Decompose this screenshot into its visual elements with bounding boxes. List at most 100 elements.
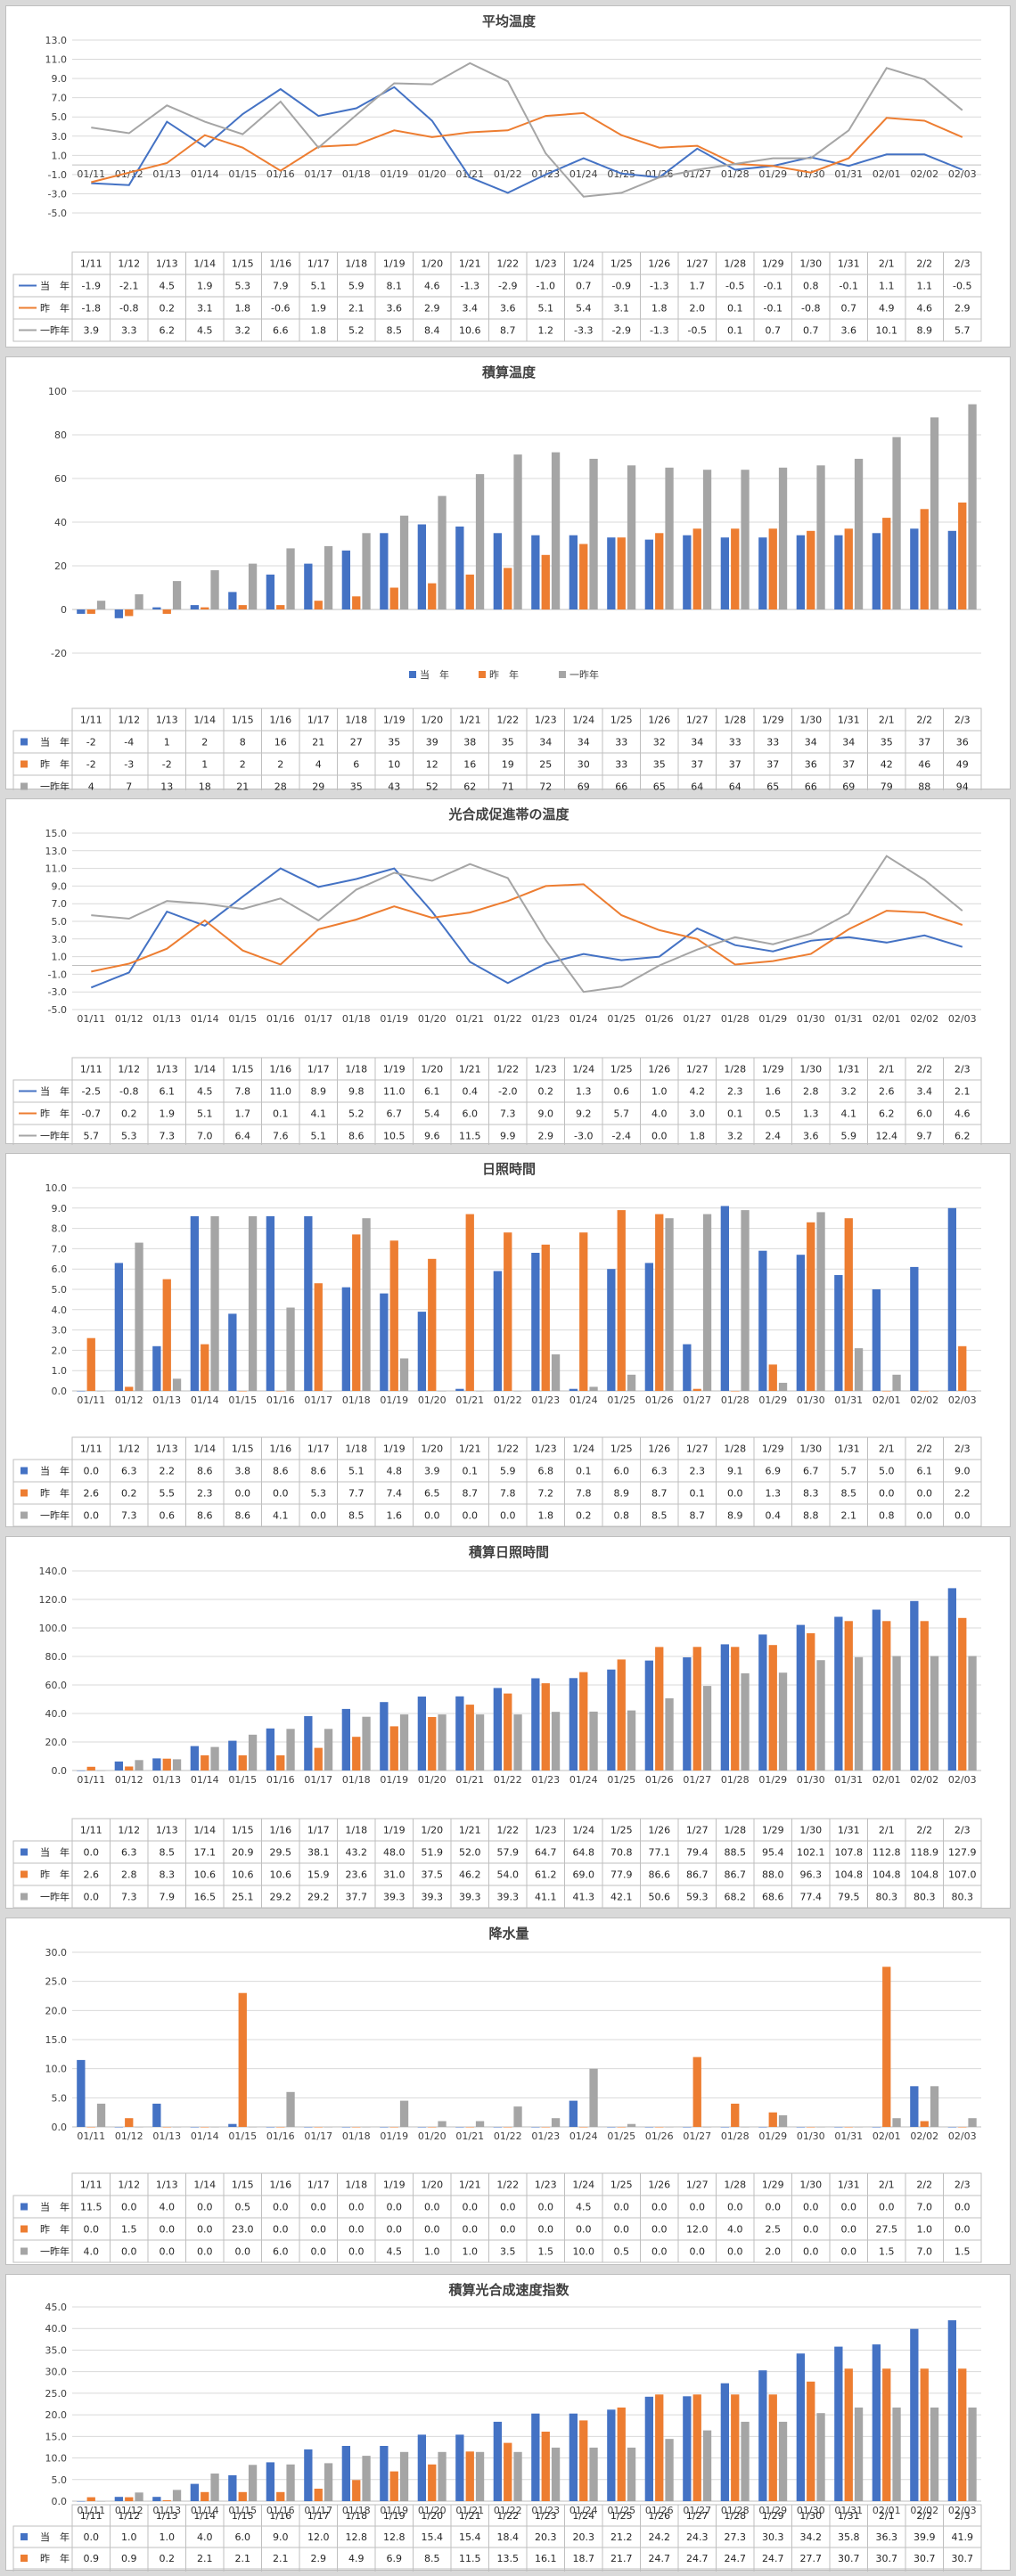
table-value-cell: 24.7 xyxy=(762,2553,784,2564)
bar xyxy=(892,1374,901,1391)
table-value-cell: 1.5 xyxy=(538,2246,554,2258)
table-value-cell: 3.1 xyxy=(614,303,630,315)
table-value-cell: -0.6 xyxy=(271,303,290,315)
bar xyxy=(228,2474,237,2501)
bar xyxy=(551,1712,561,1770)
table-value-cell: 0.0 xyxy=(576,2224,592,2236)
table-value-cell: 6.3 xyxy=(121,1847,137,1859)
chart-title: 積算温度 xyxy=(481,364,537,380)
x-tick-label: 01/23 xyxy=(531,2505,560,2516)
table-value-cell: 9.0 xyxy=(955,1466,971,1477)
x-tick-label: 01/30 xyxy=(797,1394,825,1406)
table-value-cell: 79.4 xyxy=(686,1847,709,1859)
table-value-cell: 0.0 xyxy=(424,2224,440,2236)
table-value-cell: 5.3 xyxy=(235,281,251,292)
bar xyxy=(324,1729,333,1770)
table-value-cell: 28 xyxy=(274,781,287,791)
table-value-cell: 5.3 xyxy=(311,1488,327,1500)
table-header-cell: 1/26 xyxy=(648,715,670,726)
table-value-cell: 6.9 xyxy=(387,2553,403,2564)
table-value-cell: 39.9 xyxy=(914,2531,936,2543)
bar xyxy=(768,1364,777,1391)
table-value-cell: 11.0 xyxy=(383,1086,406,1098)
table-value-cell: 5.7 xyxy=(841,1466,857,1477)
bar xyxy=(589,2447,598,2501)
table-header-cell: 1/12 xyxy=(118,2510,140,2522)
table-header-cell: 1/17 xyxy=(307,715,330,726)
table-value-cell: 0.0 xyxy=(766,2202,782,2213)
table-value-cell: 0.0 xyxy=(84,2531,100,2543)
table-value-cell: 1.9 xyxy=(311,303,327,315)
bar xyxy=(210,2127,219,2128)
table-header-cell: 1/18 xyxy=(345,258,367,270)
table-value-cell: 4.2 xyxy=(690,1086,706,1098)
bar xyxy=(930,417,939,609)
table-header-cell: 1/21 xyxy=(459,715,481,726)
bar xyxy=(86,1337,95,1391)
table-value-cell: 48.0 xyxy=(383,1847,406,1859)
table-header-cell: 1/20 xyxy=(421,2179,443,2191)
table-header-cell: 1/26 xyxy=(648,1064,670,1075)
table-header-cell: 2/3 xyxy=(955,1825,971,1836)
bar xyxy=(644,2127,653,2128)
table-value-cell: 8.7 xyxy=(690,1510,706,1522)
table-header-cell: 1/22 xyxy=(496,1443,519,1455)
table-value-cell: 0.0 xyxy=(84,1847,100,1859)
series-line-0 xyxy=(90,867,963,989)
bar xyxy=(417,524,426,609)
table-value-cell: 0.0 xyxy=(424,1510,440,1522)
bar xyxy=(968,404,977,609)
bar xyxy=(238,1992,247,2127)
x-tick-label: 01/17 xyxy=(304,2505,332,2516)
table-header-cell: 1/26 xyxy=(648,2179,670,2191)
x-tick-label: 01/15 xyxy=(228,2505,257,2516)
table-value-cell: 7.6 xyxy=(273,1131,289,1142)
table-value-cell: 41.9 xyxy=(952,2531,974,2543)
bar xyxy=(768,2394,777,2501)
table-value-cell: 0.1 xyxy=(273,1108,289,1120)
table-value-cell: -4 xyxy=(124,737,134,748)
table-value-cell: 3.9 xyxy=(424,1466,440,1477)
bar xyxy=(455,1388,464,1391)
table-value-cell: 5.7 xyxy=(955,325,971,337)
x-tick-label: 01/30 xyxy=(797,1774,825,1786)
table-value-cell: 21 xyxy=(236,781,249,791)
bar xyxy=(720,2127,729,2128)
bar xyxy=(731,2103,740,2127)
bar xyxy=(872,1609,881,1770)
bar xyxy=(77,2501,86,2502)
table-value-cell: 8.5 xyxy=(387,325,403,337)
table-header-cell: 1/23 xyxy=(535,2179,557,2191)
table-value-cell: 29.5 xyxy=(270,1847,292,1859)
bar xyxy=(125,2118,134,2127)
x-tick-label: 01/19 xyxy=(380,168,408,180)
bar xyxy=(579,1672,588,1770)
x-tick-label: 02/03 xyxy=(948,1013,977,1025)
table-value-cell: 0.9 xyxy=(121,2553,137,2564)
table-header-cell: 2/3 xyxy=(955,1064,971,1075)
bar xyxy=(627,2123,636,2127)
table-value-cell: 0.0 xyxy=(955,1510,971,1522)
table-value-cell: 8.7 xyxy=(463,1488,479,1500)
table-value-cell: 77.1 xyxy=(649,1847,671,1859)
bar xyxy=(741,2127,750,2128)
legend-swatch xyxy=(20,1489,28,1497)
table-value-cell: 12 xyxy=(426,759,438,771)
x-tick-label: 01/30 xyxy=(797,2130,825,2142)
bar xyxy=(276,2491,285,2501)
table-header-cell: 1/12 xyxy=(118,2179,140,2191)
table-value-cell: 33 xyxy=(766,737,779,748)
bar xyxy=(399,2451,409,2501)
table-value-cell: 8.5 xyxy=(651,1510,668,1522)
table-series-name: 一昨年 xyxy=(40,324,70,337)
table-value-cell: 36 xyxy=(956,737,969,748)
table-header-cell: 1/30 xyxy=(799,1064,822,1075)
table-value-cell: 5.4 xyxy=(424,1108,440,1120)
bar xyxy=(816,1212,825,1391)
table-value-cell: 5.1 xyxy=(348,1466,365,1477)
table-value-cell: 0.0 xyxy=(84,2224,100,2236)
x-tick-label: 01/16 xyxy=(266,2130,295,2142)
bar xyxy=(228,592,237,609)
bar xyxy=(882,1621,891,1770)
bar xyxy=(930,1391,939,1392)
